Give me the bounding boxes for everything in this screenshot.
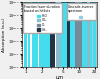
Bar: [32, 0, 34, 67]
Bar: [74, 0, 78, 67]
Bar: [69, 0, 72, 67]
Bar: [68, 0, 70, 67]
Bar: [67, 0, 71, 67]
Bar: [44, 0, 46, 67]
Bar: [72, 0, 75, 67]
Bar: [46, 0, 49, 67]
Bar: [82, 0, 84, 67]
Bar: [86, 0, 90, 67]
Bar: [24, 0, 27, 67]
Bar: [58, 0, 61, 67]
Bar: [80, 0, 82, 67]
Legend: : [67, 3, 96, 20]
Bar: [77, 0, 81, 67]
Bar: [38, 0, 41, 67]
Bar: [48, 0, 50, 67]
Bar: [75, 0, 78, 67]
Bar: [77, 0, 80, 67]
Bar: [84, 0, 88, 67]
Bar: [50, 0, 52, 67]
Bar: [89, 0, 93, 67]
Bar: [84, 0, 87, 67]
Bar: [79, 0, 83, 67]
Bar: [65, 0, 69, 67]
Bar: [28, 0, 30, 67]
Bar: [90, 0, 92, 67]
Bar: [41, 0, 44, 67]
Bar: [80, 0, 82, 67]
Bar: [68, 0, 70, 67]
Bar: [93, 0, 96, 67]
Bar: [81, 0, 85, 67]
Bar: [72, 0, 75, 67]
Bar: [56, 0, 59, 67]
Bar: [64, 0, 66, 67]
Bar: [75, 0, 78, 67]
Bar: [87, 0, 90, 67]
Bar: [52, 0, 55, 67]
Bar: [93, 0, 96, 67]
Y-axis label: Absorption (a.u.): Absorption (a.u.): [2, 18, 6, 52]
Bar: [87, 0, 90, 67]
Bar: [35, 0, 38, 67]
Bar: [71, 0, 74, 67]
Bar: [61, 0, 64, 67]
Bar: [51, 0, 54, 67]
X-axis label: μm: μm: [56, 75, 64, 79]
Bar: [66, 0, 68, 67]
Bar: [77, 0, 80, 67]
Bar: [69, 0, 72, 67]
Bar: [70, 0, 74, 67]
